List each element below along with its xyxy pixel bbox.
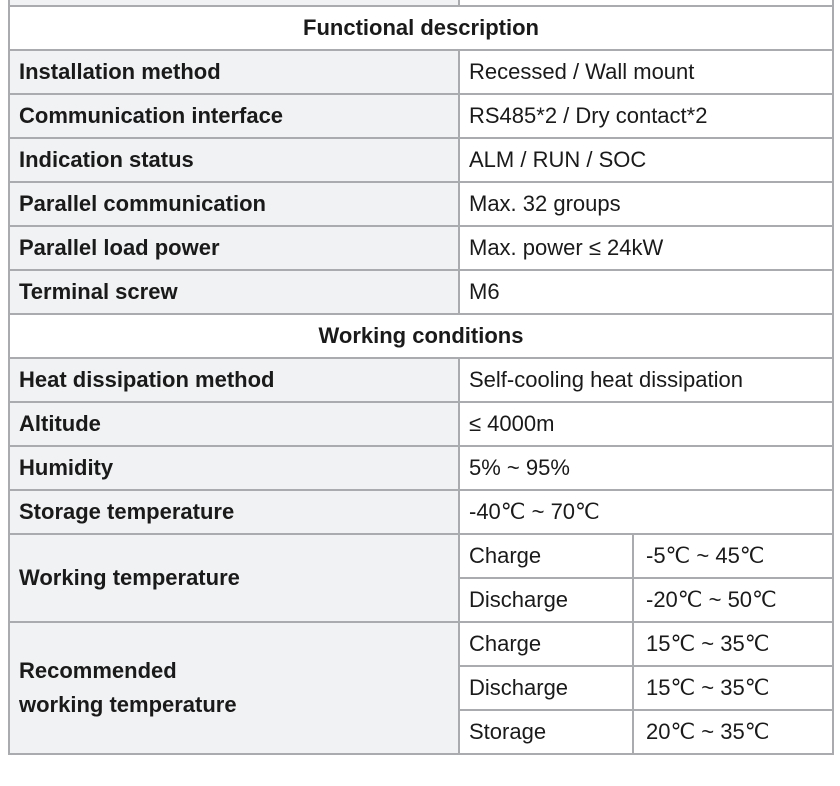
label-line: Recommended: [19, 658, 177, 683]
table-row: Heat dissipation method Self-cooling heat…: [8, 357, 834, 403]
row-label: Communication interface: [8, 93, 460, 139]
label-line: working temperature: [19, 692, 237, 717]
section-title: Functional description: [8, 5, 834, 51]
row-label: Indication status: [8, 137, 460, 183]
row-value: Max. power ≤ 24kW: [458, 225, 834, 271]
section-title: Working conditions: [8, 313, 834, 359]
row-label: Recommended working temperature: [8, 621, 460, 755]
mode-cell: Discharge: [458, 577, 634, 623]
table-row: Discharge -20℃ ~ 50℃: [9, 577, 834, 623]
table-row: Indication status ALM / RUN / SOC: [8, 137, 834, 183]
section-header-row: Working conditions: [8, 313, 834, 359]
table-row: Altitude ≤ 4000m: [8, 401, 834, 447]
table-row: Working temperature Charge -5℃ ~ 45℃: [8, 533, 834, 623]
table-row: Communication interface RS485*2 / Dry con…: [8, 93, 834, 139]
row-label: Altitude: [8, 401, 460, 447]
spec-table: Functional description Installation meth…: [8, 0, 834, 755]
range-cell: -20℃ ~ 50℃: [632, 577, 834, 623]
table-row: Parallel load power Max. power ≤ 24kW: [8, 225, 834, 271]
row-value: M6: [458, 269, 834, 315]
row-value: Self-cooling heat dissipation: [458, 357, 834, 403]
row-label: Parallel communication: [8, 181, 460, 227]
row-label: Terminal screw: [8, 269, 460, 315]
range-cell: 20℃ ~ 35℃: [632, 709, 834, 755]
row-value: -40℃ ~ 70℃: [458, 489, 834, 535]
range-cell: -5℃ ~ 45℃: [632, 533, 834, 579]
table-row: Recommended working temperature Charge 1…: [8, 621, 834, 755]
table-row: Storage 20℃ ~ 35℃: [9, 709, 834, 755]
row-label: Installation method: [8, 49, 460, 95]
row-label: Working temperature: [8, 533, 460, 623]
table-row: [8, 0, 834, 7]
table-row: Storage temperature -40℃ ~ 70℃: [8, 489, 834, 535]
row-value: Recessed / Wall mount: [458, 49, 834, 95]
table-row: Installation method Recessed / Wall mount: [8, 49, 834, 95]
section-header-row: Functional description: [8, 5, 834, 51]
table-row: Discharge 15℃ ~ 35℃: [9, 665, 834, 711]
mode-cell: Charge: [458, 621, 634, 667]
range-cell: 15℃ ~ 35℃: [632, 665, 834, 711]
mode-cell: Charge: [458, 533, 634, 579]
range-cell: 15℃ ~ 35℃: [632, 621, 834, 667]
row-label: Parallel load power: [8, 225, 460, 271]
mode-cell: Storage: [458, 709, 634, 755]
row-value: 5% ~ 95%: [458, 445, 834, 491]
stub-cell: [458, 0, 834, 7]
row-value: Max. 32 groups: [458, 181, 834, 227]
table-row: Parallel communication Max. 32 groups: [8, 181, 834, 227]
row-value: RS485*2 / Dry contact*2: [458, 93, 834, 139]
stub-cell: [8, 0, 460, 7]
row-label: Humidity: [8, 445, 460, 491]
table-row: Humidity 5% ~ 95%: [8, 445, 834, 491]
row-value: ALM / RUN / SOC: [458, 137, 834, 183]
row-label: Storage temperature: [8, 489, 460, 535]
row-value: ≤ 4000m: [458, 401, 834, 447]
row-label: Heat dissipation method: [8, 357, 460, 403]
table-row: Terminal screw M6: [8, 269, 834, 315]
mode-cell: Discharge: [458, 665, 634, 711]
